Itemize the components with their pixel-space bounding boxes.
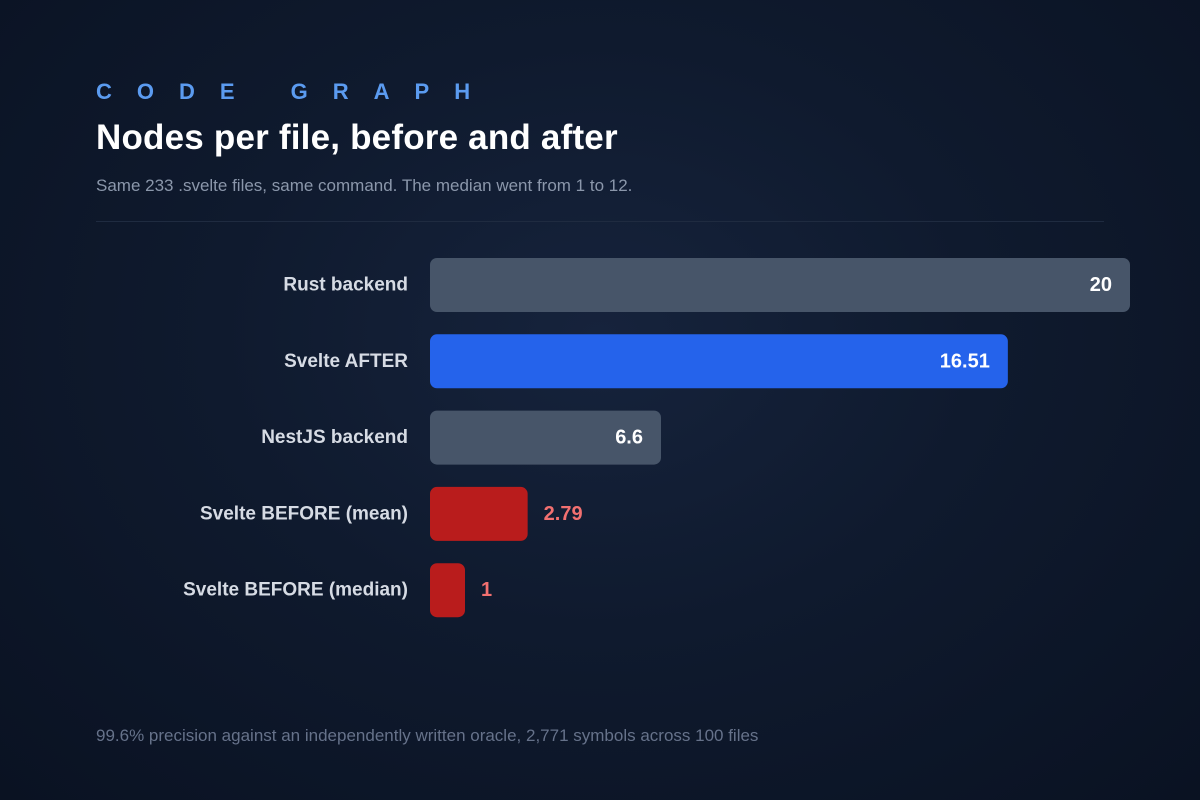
- bar-nestjs-backend: [430, 410, 661, 465]
- footer-note: 99.6% precision against an independently…: [96, 726, 759, 745]
- value-label-svelte-after: 16.51: [940, 350, 990, 372]
- category-label-svelte-after: Svelte AFTER: [284, 351, 408, 372]
- category-label-rust-backend: Rust backend: [283, 275, 408, 296]
- category-label-svelte-before-median: Svelte BEFORE (median): [183, 580, 408, 601]
- section-eyebrow: CODE GRAPH: [96, 79, 496, 104]
- bar-svelte-before-median: [430, 563, 465, 618]
- value-label-rust-backend: 20: [1090, 274, 1112, 296]
- chart-subtitle: Same 233 .svelte files, same command. Th…: [96, 176, 633, 195]
- value-label-svelte-before-median: 1: [481, 579, 492, 601]
- bar-svelte-after: [430, 334, 1008, 389]
- category-label-svelte-before-mean: Svelte BEFORE (mean): [200, 503, 408, 524]
- header-divider: [96, 221, 1104, 222]
- category-label-nestjs-backend: NestJS backend: [261, 427, 408, 448]
- bar-rust-backend: [430, 258, 1130, 312]
- value-label-svelte-before-mean: 2.79: [544, 503, 583, 525]
- bar-svelte-before-mean: [430, 486, 528, 541]
- value-label-nestjs-backend: 6.6: [615, 427, 643, 449]
- chart-title: Nodes per file, before and after: [96, 118, 618, 157]
